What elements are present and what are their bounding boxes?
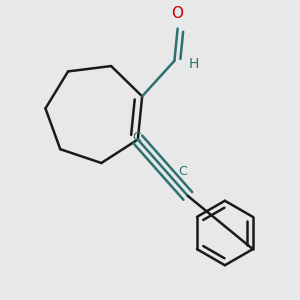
Text: O: O bbox=[172, 5, 184, 20]
Text: H: H bbox=[189, 57, 199, 71]
Text: C: C bbox=[132, 131, 141, 144]
Text: C: C bbox=[178, 165, 187, 178]
